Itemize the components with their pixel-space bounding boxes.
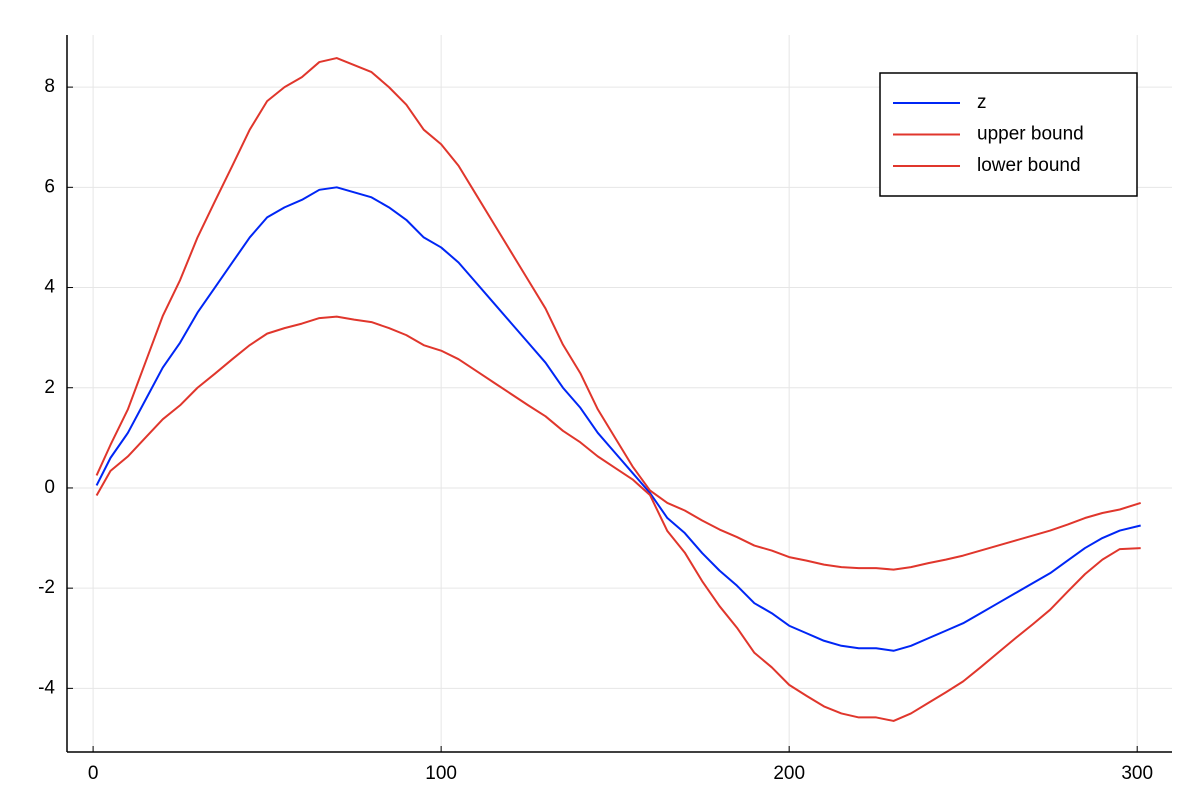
x-tick-label: 300 — [1121, 763, 1153, 784]
x-tick-label: 100 — [425, 763, 457, 784]
legend-label: lower bound — [977, 155, 1081, 176]
legend: z upper bound lower bound — [879, 72, 1138, 197]
x-tick-label: 0 — [88, 763, 99, 784]
series-line — [95, 315, 1141, 722]
series-line — [95, 57, 1141, 571]
y-tick-label: 2 — [44, 377, 55, 398]
y-tick-label: 4 — [44, 277, 55, 298]
y-tick-label: 0 — [44, 477, 55, 498]
y-tick-label: -2 — [38, 577, 55, 598]
y-tick-label: 8 — [44, 76, 55, 97]
series-line — [95, 186, 1141, 652]
x-tick-label: 200 — [773, 763, 805, 784]
legend-label: z — [977, 92, 987, 113]
legend-label: upper bound — [977, 124, 1084, 145]
y-tick-label: -4 — [38, 677, 55, 698]
y-tick-label: 6 — [44, 176, 55, 197]
